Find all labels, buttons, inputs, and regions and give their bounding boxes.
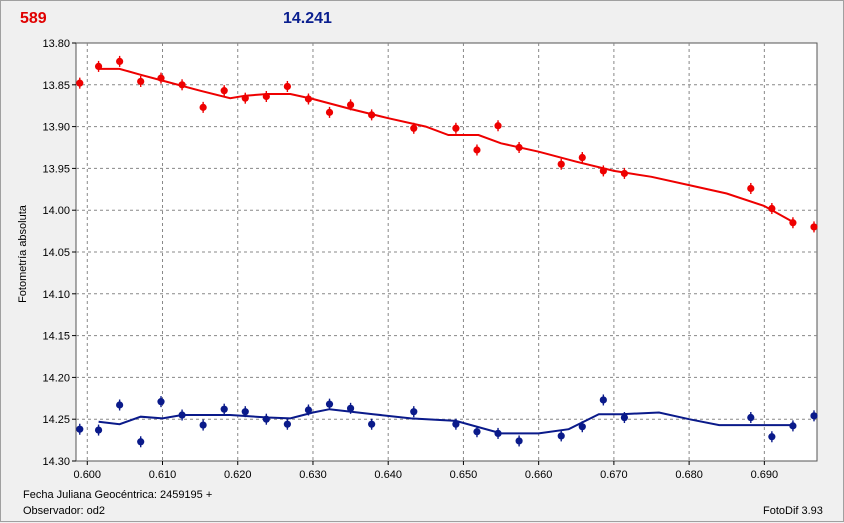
series-1-point: [452, 122, 460, 134]
series-layer: [76, 55, 818, 448]
series-1-point: [410, 122, 418, 134]
series-1-point: [747, 182, 755, 194]
x-tick-label: 0.610: [149, 469, 177, 481]
y-tick-label: 13.90: [42, 122, 70, 134]
x-tick-label: 0.640: [374, 469, 402, 481]
series-1-point: [137, 75, 145, 87]
series-2-point: [241, 406, 249, 418]
series-2-point: [620, 412, 629, 424]
series-2-point: [94, 424, 103, 436]
series-1-point: [220, 85, 228, 97]
series-1-point: [557, 158, 565, 170]
series-1-point: [94, 60, 103, 72]
series-2-point: [325, 398, 334, 410]
series-2-point: [494, 427, 502, 439]
series-2-point: [515, 435, 523, 447]
y-tick-label: 14.30: [42, 456, 70, 468]
series-1-point: [368, 109, 376, 121]
series-1-point: [620, 167, 629, 179]
y-axis-label: Fotometría absoluta: [17, 204, 29, 303]
series-1-point: [199, 101, 207, 113]
series-2-point: [747, 412, 755, 424]
series-2-point: [368, 418, 376, 430]
x-tick-label: 0.680: [675, 469, 703, 481]
series-1-point: [515, 142, 523, 153]
header-left-value: 589: [20, 10, 47, 27]
x-tick-label: 0.650: [450, 469, 478, 481]
series-2-point: [199, 419, 207, 431]
series-2-point: [768, 431, 776, 443]
series-2-point: [346, 402, 355, 414]
observer-label: Observador: od2: [23, 505, 105, 517]
series-1-point: [262, 91, 270, 103]
series-2-point: [452, 418, 460, 430]
y-tick-label: 14.10: [42, 289, 70, 301]
x-tick-label: 0.660: [525, 469, 553, 481]
plot-background: [75, 42, 818, 462]
series-2-point: [578, 421, 586, 433]
julian-date-label: Fecha Juliana Geocéntrica: 2459195 +: [23, 489, 213, 501]
y-tick-label: 14.25: [42, 414, 70, 426]
series-1-point: [178, 79, 186, 91]
series-1-point: [241, 92, 249, 104]
series-2-fit-line: [98, 408, 795, 435]
series-1-point: [494, 120, 502, 132]
series-2-point: [557, 430, 565, 442]
version-label: FotoDif 3.93: [763, 505, 823, 517]
series-1-point: [325, 106, 334, 118]
series-2-point: [410, 406, 418, 418]
header-right-value: 14.241: [283, 10, 332, 27]
series-2-point: [810, 410, 818, 422]
series-1-point: [599, 165, 607, 177]
series-1-point: [304, 93, 313, 105]
x-tick-label: 0.600: [74, 469, 102, 481]
y-tick-label: 14.05: [42, 247, 70, 259]
y-tick-label: 13.95: [42, 163, 70, 175]
series-1-point: [283, 80, 291, 92]
series-2-point: [789, 420, 797, 432]
series-1-point: [810, 221, 818, 233]
series-2-point: [76, 423, 84, 435]
y-tick-label: 13.85: [42, 80, 70, 92]
series-2-point: [157, 396, 165, 408]
y-tick-labels: 13.80 13.85 13.90 13.95 14.00 14.05 14.10 14.15…: [42, 38, 70, 468]
series-2-point: [262, 413, 270, 425]
series-1-point: [578, 152, 586, 164]
x-tick-label: 0.630: [299, 469, 327, 481]
series-1-point: [346, 99, 355, 111]
series-2-point: [283, 418, 291, 430]
y-tick-label: 14.20: [42, 372, 70, 384]
series-1-point: [116, 55, 124, 67]
x-tick-label: 0.620: [224, 469, 252, 481]
series-2-point: [220, 403, 228, 415]
series-1-point: [789, 217, 797, 229]
x-tick-label: 0.670: [600, 469, 628, 481]
y-tick-label: 14.15: [42, 331, 70, 343]
series-1-fit-line: [98, 67, 795, 224]
x-tick-labels: 0.600 0.610 0.620 0.630 0.640 0.650 0.660 0.670…: [74, 469, 779, 481]
series-1-point: [157, 72, 165, 84]
series-1-point: [768, 203, 776, 215]
series-2-point: [599, 394, 607, 406]
y-tick-label: 13.80: [42, 38, 70, 50]
series-2-point: [304, 404, 313, 416]
series-2-point: [178, 409, 186, 421]
series-2-point: [116, 399, 124, 411]
series-2-point: [473, 426, 481, 438]
grid-lines: [72, 42, 817, 465]
y-tick-label: 14.00: [42, 205, 70, 217]
series-1-point: [473, 144, 481, 156]
series-2-point: [137, 436, 145, 448]
series-1-point: [76, 77, 84, 89]
x-tick-label: 0.690: [751, 469, 779, 481]
